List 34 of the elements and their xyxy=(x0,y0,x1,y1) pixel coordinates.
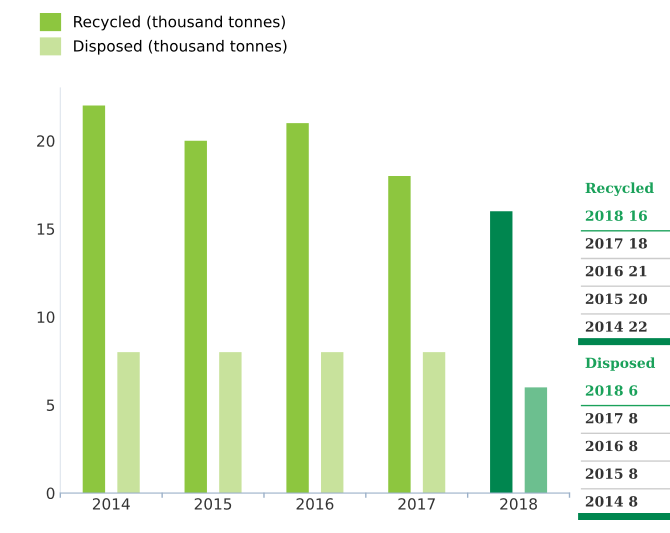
bar xyxy=(286,123,309,494)
bar xyxy=(184,140,207,494)
y-tick-label: 0 xyxy=(46,487,54,500)
text: Disposed xyxy=(586,357,656,371)
text: Recycled xyxy=(586,182,654,196)
y-tick-label: 20 xyxy=(37,135,54,147)
text: 2017 8 xyxy=(586,412,638,424)
bar xyxy=(490,211,512,494)
bar xyxy=(82,106,106,494)
x-tick-label: 2017 xyxy=(398,498,435,510)
text: 2018 6 xyxy=(586,385,638,396)
bar xyxy=(388,176,411,494)
bar xyxy=(524,387,548,494)
text: 2018 16 xyxy=(586,210,647,221)
x-tick-label: 2016 xyxy=(296,498,334,510)
bar xyxy=(321,352,344,494)
x-tick-label: 2018 xyxy=(500,498,537,510)
y-tick-label: 10 xyxy=(38,311,54,323)
bar xyxy=(117,352,140,494)
text: 2014 8 xyxy=(586,496,638,507)
text: 2016 8 xyxy=(586,440,638,452)
bar xyxy=(219,352,242,494)
legend-label: Recycled (thousand tonnes) xyxy=(74,16,285,30)
y-tick-label: 15 xyxy=(38,224,54,235)
legend-label: Disposed (thousand tonnes) xyxy=(74,40,286,55)
bar xyxy=(422,352,446,494)
text: 2014 22 xyxy=(586,321,646,332)
text: 2015 8 xyxy=(586,468,638,479)
x-tick-label: 2015 xyxy=(194,498,232,510)
x-tick-label: 2014 xyxy=(92,498,130,510)
y-tick-label: 5 xyxy=(46,400,54,411)
text: 2017 18 xyxy=(586,238,647,249)
text: 2015 20 xyxy=(586,294,648,304)
text: 2016 21 xyxy=(586,266,646,276)
